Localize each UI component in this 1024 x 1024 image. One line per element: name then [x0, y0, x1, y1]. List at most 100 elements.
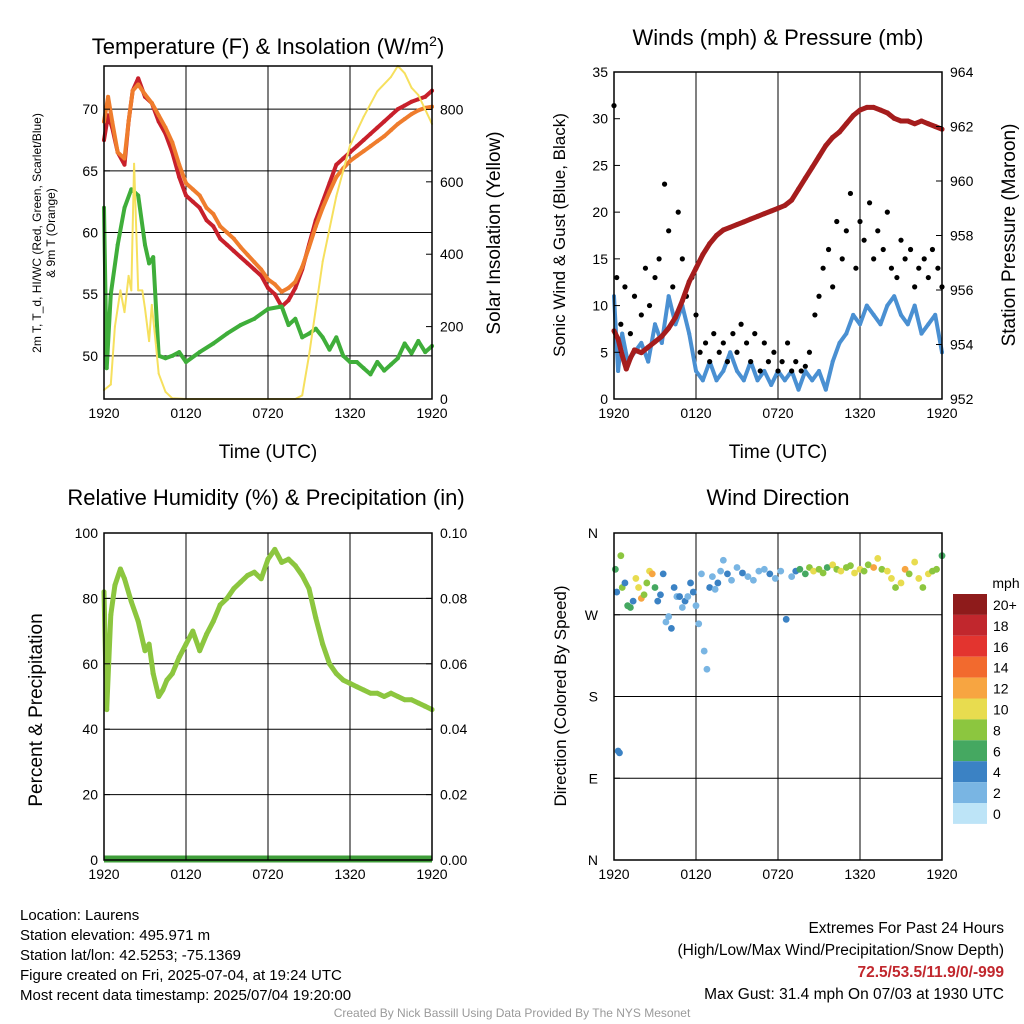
direction-point [659, 570, 667, 578]
rh-x-tick-label-2: 0720 [252, 866, 283, 882]
wind-pressure-point [809, 164, 815, 170]
wind-y2-tick-label-6: 964 [950, 64, 974, 80]
rh-x-tick-label-3: 1320 [334, 866, 365, 882]
temp-temp_9m-point [143, 92, 147, 97]
wind-wind_speed-point [864, 303, 869, 308]
wind-wind_speed-point [721, 368, 726, 373]
wind-pressure-point [837, 129, 842, 135]
wind-pressure-point [755, 213, 760, 219]
temp-temp_2m-point [211, 224, 216, 229]
wind-wind_gust-point [646, 302, 653, 309]
rh-y2-tick-label-0: 0.00 [440, 852, 467, 868]
direction-point [617, 552, 625, 560]
direction-chart-title: Wind Direction [706, 485, 849, 510]
speed-legend-label: 8 [993, 722, 1001, 738]
rh-relative_humidity-point [402, 697, 408, 703]
wind-y2-tick-label-0: 952 [950, 391, 974, 407]
temp-insolation-point [403, 72, 406, 75]
direction-point [864, 561, 872, 569]
temp-dewpoint-point [368, 372, 373, 377]
rh-relative_humidity-point [156, 694, 162, 699]
direction-point [755, 567, 763, 575]
rh-y-tick-label-0: 0 [90, 852, 98, 868]
temp-temp_9m-point [286, 286, 291, 290]
direction-point [760, 565, 768, 573]
temp-dewpoint-point [313, 326, 318, 331]
speed-legend-swatch [953, 656, 987, 678]
temp-y2-tick-label-0: 0 [440, 391, 448, 407]
temp-insolation-point [301, 394, 304, 397]
temp-title-tail: ) [437, 34, 444, 59]
wind-wind_speed-point [782, 378, 787, 383]
wind-wind_gust-point [861, 237, 867, 243]
wind-pressure-point [932, 124, 938, 129]
rh-relative_humidity-point [135, 618, 141, 624]
wind-pressure-point [748, 216, 754, 222]
direction-point [724, 570, 731, 578]
wind-pressure-point [615, 336, 621, 342]
wind-wind_gust-point [912, 284, 918, 290]
speed-legend-swatch [953, 635, 987, 657]
wind-wind_gust-point [921, 256, 927, 262]
direction-point [777, 567, 785, 575]
wind-wind_gust-point [880, 246, 886, 253]
temp-dewpoint-point [147, 261, 152, 266]
temp-dewpoint-point [395, 356, 400, 361]
wind-wind_speed-point [694, 368, 698, 373]
temp-temp_9m-point [361, 149, 366, 154]
temp-dewpoint-point [416, 339, 421, 344]
speed-legend-label: 6 [993, 743, 1001, 759]
wind-wind_gust-point [884, 209, 890, 215]
direction-x-tick-label-1: 0120 [680, 866, 711, 882]
temp-insolation-point [154, 343, 157, 346]
rh-relative_humidity-point [142, 648, 148, 654]
wind-wind_gust-point [675, 209, 681, 215]
temp-insolation-point [109, 383, 112, 386]
temp-y2-tick-label-2: 400 [440, 246, 464, 262]
wind-x-tick-label-2: 0720 [762, 405, 793, 421]
rh-relative_humidity-point [210, 618, 216, 624]
direction-point [706, 584, 714, 591]
direction-point [829, 561, 837, 569]
wind-y-axis-label: Sonic Wind & Gust (Blue, Black) [550, 113, 569, 357]
direction-point [796, 565, 804, 573]
rh-y2-tick-label-1: 0.02 [440, 787, 467, 803]
direction-x-tick-label-3: 1320 [844, 866, 875, 882]
temp-temp_2m-point [231, 249, 236, 253]
wind-wind_gust-point [784, 340, 791, 346]
rh-relative_humidity-point [347, 680, 353, 686]
temp-temp_9m-point [231, 236, 236, 241]
rh-y-tick-label-1: 20 [82, 787, 98, 803]
rh-relative_humidity-point [238, 579, 244, 585]
wind-wind_speed-point [919, 331, 924, 336]
wind-wind_gust-point [894, 274, 900, 281]
direction-point [695, 620, 703, 628]
temp-insolation-point [123, 311, 126, 314]
direction-point [689, 588, 697, 596]
direction-point [750, 576, 757, 584]
wind-wind_gust-point [702, 340, 709, 346]
wind-pressure-point [905, 118, 911, 124]
temp-temp_9m-point [334, 175, 339, 179]
temp-temp_9m-point [389, 128, 393, 133]
rh-y-axis-label: Percent & Precipitation [26, 613, 47, 806]
wind-wind_gust-point [771, 349, 777, 355]
rh-relative_humidity-point [176, 654, 182, 660]
station-latlon: Station lat/lon: 42.5253; -75.1369 [20, 947, 242, 964]
temp-temp_9m-point [279, 289, 284, 294]
temp-y-tick-label-4: 70 [82, 101, 98, 117]
temp-temp_2m-point [245, 261, 250, 266]
rh-relative_humidity-point [340, 677, 346, 683]
wind-wind_gust-point [618, 321, 624, 327]
wind-wind_gust-point [812, 312, 818, 318]
direction-point [654, 597, 662, 605]
temp-y2-tick-label-3: 600 [440, 174, 464, 190]
wind-wind_speed-point [659, 340, 664, 345]
wind-x-tick-label-4: 1920 [926, 405, 957, 421]
station-location: Location: Laurens [20, 907, 140, 924]
direction-point [878, 565, 886, 573]
temp-dewpoint-point [341, 353, 346, 358]
temp-temp_9m-point [110, 119, 115, 124]
wind-y-tick-label-2: 10 [592, 298, 608, 314]
